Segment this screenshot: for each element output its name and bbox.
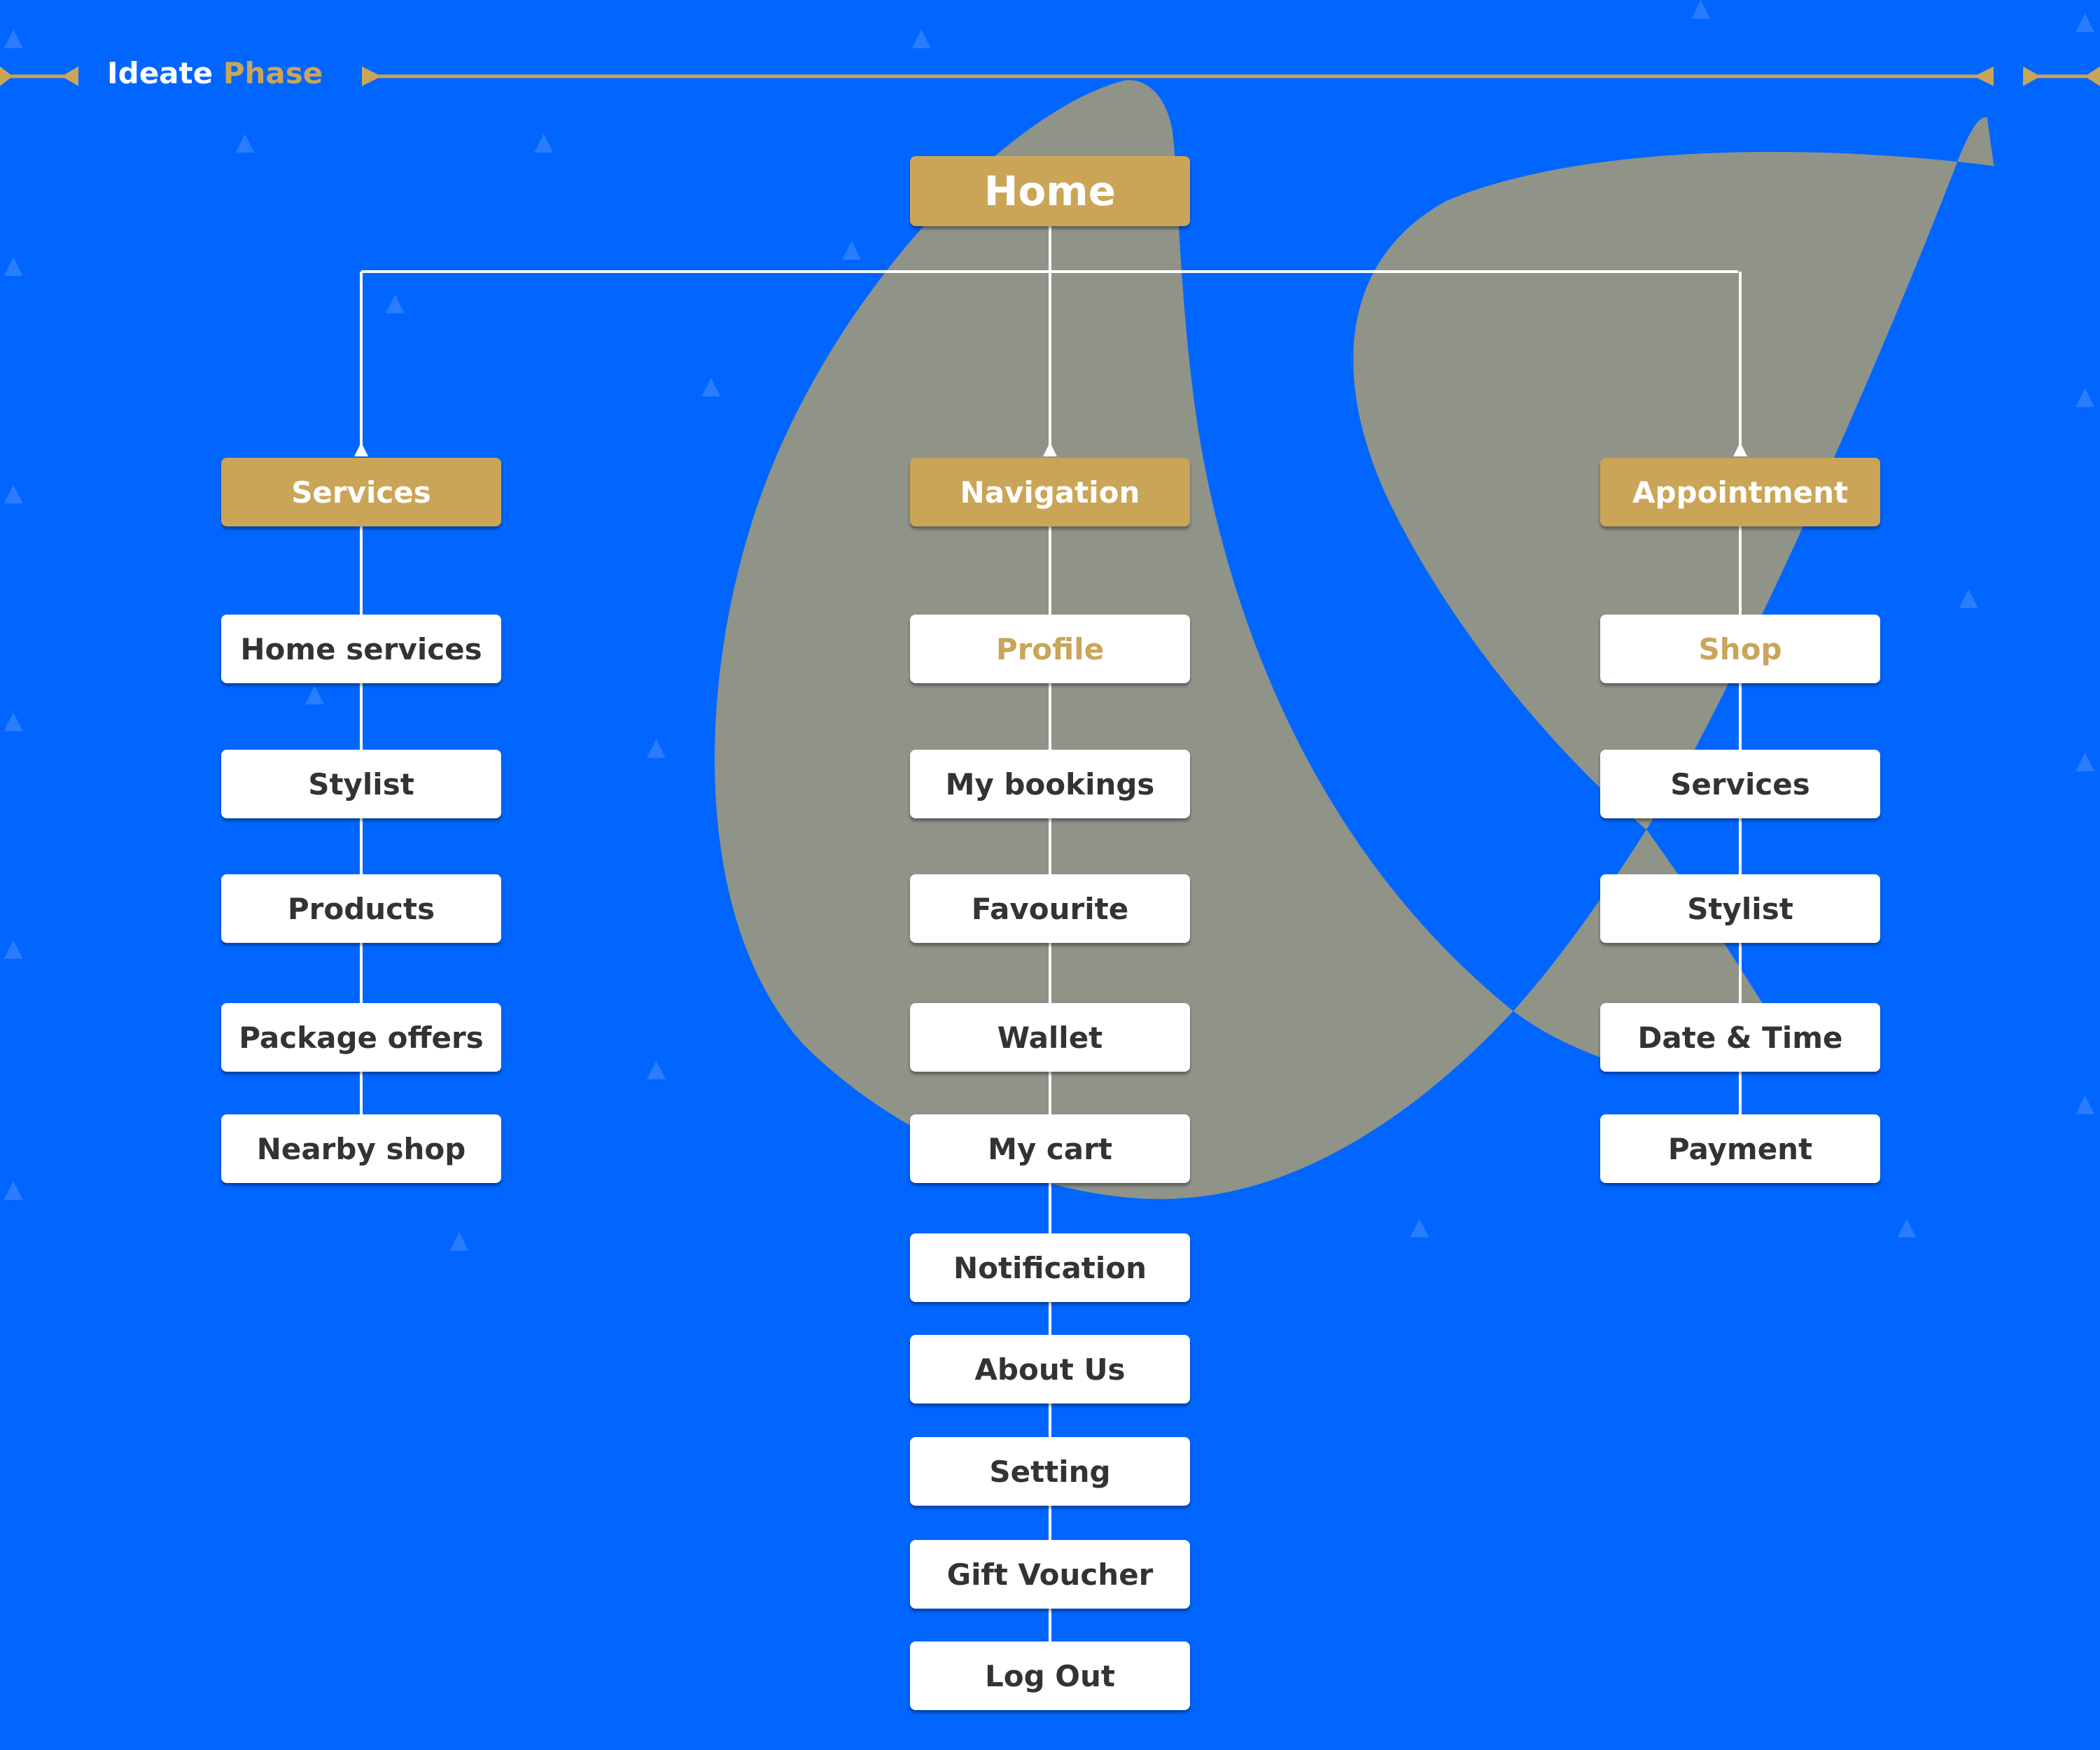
triangle-decoration [385,294,405,314]
node-my-bookings[interactable]: My bookings [910,750,1190,818]
triangle-decoration [4,484,23,504]
title-ideate: Ideate [107,56,214,90]
node-appointment[interactable]: Appointment [1600,458,1880,526]
phase-title: Ideate Phase [107,56,323,90]
triangle-decoration [4,712,23,732]
triangle-decoration [305,685,324,705]
node-about-us[interactable]: About Us [910,1335,1190,1404]
phase-line [0,66,2100,86]
node-stylist[interactable]: Stylist [1600,874,1880,943]
triangle-decoration [4,29,23,48]
node-services[interactable]: Services [221,458,501,526]
triangle-decoration [2076,13,2094,32]
triangle-decoration [911,29,931,48]
node-stylist[interactable]: Stylist [221,750,501,818]
node-notification[interactable]: Notification [910,1233,1190,1302]
triangle-decoration [2076,388,2094,407]
triangle-decoration [1897,1218,1917,1238]
triangle-decoration [449,1231,469,1251]
triangle-decoration [2076,1095,2094,1114]
triangle-decoration [4,1181,23,1200]
triangle-decoration [4,257,23,276]
node-gift-voucher[interactable]: Gift Voucher [910,1540,1190,1609]
triangle-decoration [701,377,721,397]
triangle-pattern [4,0,2094,1251]
triangle-decoration [646,1060,666,1079]
node-my-cart[interactable]: My cart [910,1114,1190,1183]
node-services[interactable]: Services [1600,750,1880,818]
triangle-decoration [842,241,862,260]
triangle-decoration [646,738,666,758]
node-log-out[interactable]: Log Out [910,1642,1190,1710]
node-products[interactable]: Products [221,874,501,943]
blob-shape [1353,117,1994,1058]
node-payment[interactable]: Payment [1600,1114,1880,1183]
arrowhead-icon [1733,442,1747,456]
arrowhead-icon [1043,442,1057,456]
triangle-decoration [4,939,23,959]
node-profile[interactable]: Profile [910,615,1190,683]
triangle-decoration [1959,589,1978,608]
node-home[interactable]: Home [910,156,1190,226]
triangle-decoration [1691,0,1710,19]
node-nearby-shop[interactable]: Nearby shop [221,1114,501,1183]
node-date-time[interactable]: Date & Time [1600,1003,1880,1072]
triangle-decoration [534,134,554,153]
node-setting[interactable]: Setting [910,1437,1190,1506]
node-shop[interactable]: Shop [1600,615,1880,683]
title-phase: Phase [223,56,323,90]
node-favourite[interactable]: Favourite [910,874,1190,943]
node-home-services[interactable]: Home services [221,615,501,683]
triangle-decoration [1410,1218,1429,1238]
triangle-decoration [235,134,255,153]
arrowhead-icon [354,442,368,456]
node-package-offers[interactable]: Package offers [221,1003,501,1072]
node-wallet[interactable]: Wallet [910,1003,1190,1072]
triangle-decoration [2076,752,2094,771]
node-navigation[interactable]: Navigation [910,458,1190,526]
